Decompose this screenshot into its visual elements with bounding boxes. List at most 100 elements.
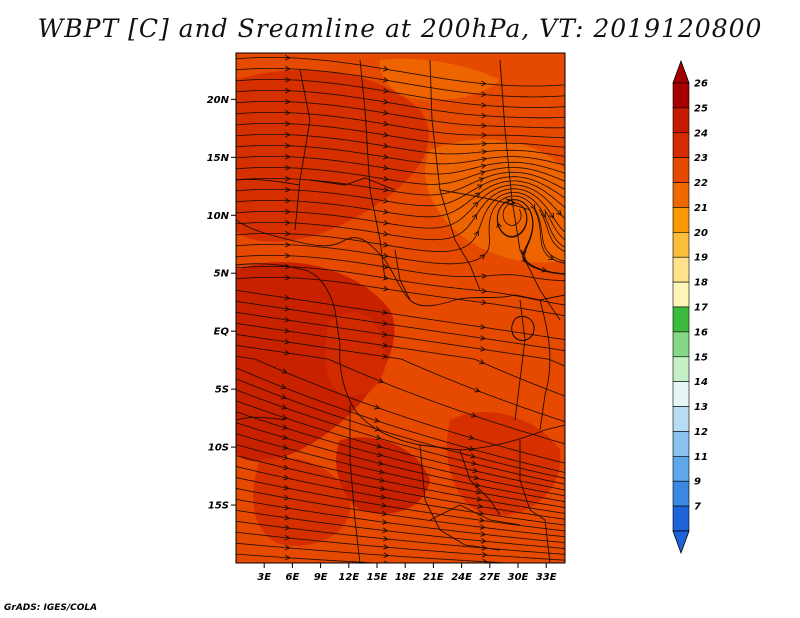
streamline-arrow	[283, 474, 290, 481]
streamline-arrow	[472, 467, 479, 474]
streamline-arrow	[480, 531, 487, 537]
lat-tick-label: 20N	[207, 95, 230, 106]
streamline-arrow	[530, 203, 536, 210]
streamline-arrow	[284, 294, 291, 301]
lon-tick-label: 24E	[451, 572, 472, 583]
streamline-arrow	[510, 200, 517, 206]
streamline-arrow	[383, 132, 389, 138]
streamline-arrow	[474, 482, 481, 488]
streamline-arrow	[480, 538, 487, 544]
streamline-arrow	[548, 254, 555, 260]
colorbar-label: 24	[694, 128, 708, 139]
lon-tick-label: 15E	[367, 572, 388, 583]
streamline-arrow	[479, 170, 486, 176]
lon-tick-label: 18E	[395, 572, 416, 583]
streamline-arrow	[285, 263, 291, 270]
streamline-arrow	[284, 327, 291, 334]
streamline-arrow	[285, 274, 291, 281]
colorbar-label: 15	[694, 352, 708, 363]
streamline-arrow	[383, 275, 389, 281]
streamline-arrow	[285, 219, 291, 226]
streamline-arrow	[548, 212, 555, 219]
colorbar-label: 20	[694, 228, 708, 239]
streamline-arrow	[481, 80, 487, 87]
streamline-arrow	[377, 378, 384, 384]
colorbar-swatch	[672, 232, 690, 258]
longitude-axis: 3E 6E 9E 12E 15E 18E 21E 24E 27E 30E 33E	[257, 563, 557, 583]
streamline-arrow	[381, 502, 387, 509]
streamline-arrow	[481, 551, 488, 558]
lat-tick-label: 10N	[207, 211, 230, 222]
streamline-arrow	[481, 545, 488, 551]
streamline-arrow	[479, 359, 486, 365]
streamline-arrow	[382, 527, 389, 534]
streamline-arrow	[285, 120, 291, 127]
streamline-arrow	[383, 544, 389, 550]
streamline-51	[543, 209, 565, 241]
streamline-arrow	[479, 524, 486, 530]
streamline-arrow	[481, 91, 487, 98]
streamline-31	[236, 400, 565, 491]
streamline-arrow	[284, 514, 291, 521]
streamline-arrow	[285, 175, 291, 182]
streamline-arrow	[382, 519, 388, 525]
map-frame	[235, 52, 566, 564]
streamline-arrow	[374, 426, 381, 432]
streamline-32	[236, 411, 565, 497]
streamline-arrow	[377, 451, 384, 458]
lon-tick-label: 3E	[257, 572, 271, 583]
border-line-14	[514, 299, 526, 421]
streamline-arrow	[374, 404, 381, 410]
lon-tick-label: 12E	[338, 572, 359, 583]
lat-tick-label: 15S	[208, 501, 229, 512]
field-region-1	[236, 262, 395, 462]
streamline-arrow	[480, 335, 486, 341]
streamline-arrow	[285, 208, 291, 215]
border-line-3	[359, 59, 386, 281]
field-region-3	[425, 139, 565, 263]
streamline-arrow	[479, 517, 485, 523]
lat-tick-label: 15N	[207, 153, 230, 164]
streamline-48	[522, 209, 565, 275]
colorbar-label: 21	[694, 203, 708, 214]
streamline-arrow	[285, 98, 291, 105]
streamline-arrow	[284, 305, 291, 312]
streamline-arrow	[285, 241, 291, 248]
colorbar-swatch	[672, 182, 690, 208]
streamline-arrow	[383, 264, 389, 270]
streamline-arrow	[283, 484, 290, 491]
colorbar-swatch	[672, 406, 690, 432]
streamline-arrow	[481, 112, 487, 119]
streamline-arrow	[285, 164, 291, 171]
footer-credit: GrADS: IGES/COLA	[4, 603, 98, 613]
streamline-arrow	[470, 412, 477, 418]
streamline-arrow	[480, 163, 487, 170]
colorbar-swatch	[672, 356, 690, 382]
streamline-arrow	[473, 230, 480, 237]
streamline-arrow	[383, 186, 389, 193]
streamline-arrow	[383, 552, 390, 559]
border-line-17	[236, 416, 286, 421]
streamline-26	[236, 344, 565, 445]
chart-title: WBPT [C] and Sreamline at 200hPa, VT: 20…	[37, 14, 763, 43]
streamline-arrow	[382, 99, 389, 105]
colorbar-swatch	[672, 132, 690, 158]
streamline-arrow	[383, 230, 389, 237]
streamline-arrow	[481, 122, 488, 129]
streamline-arrow	[284, 504, 290, 511]
streamline-arrow	[377, 460, 384, 466]
streamline-arrow	[281, 368, 288, 374]
streamline-30	[236, 389, 565, 485]
border-line-7	[309, 177, 396, 191]
streamline-arrow	[383, 208, 389, 215]
colorbar-swatch	[672, 207, 690, 233]
field-region-5	[379, 58, 500, 100]
streamline-arrow	[284, 544, 291, 551]
streamline-arrow	[383, 253, 389, 259]
colorbar-label: 11	[694, 452, 708, 463]
streamline-16	[236, 192, 565, 252]
lat-tick-label: 10S	[208, 443, 229, 454]
streamline-arrow	[521, 257, 527, 263]
streamline-arrow	[285, 131, 291, 138]
streamline-28	[236, 367, 565, 473]
